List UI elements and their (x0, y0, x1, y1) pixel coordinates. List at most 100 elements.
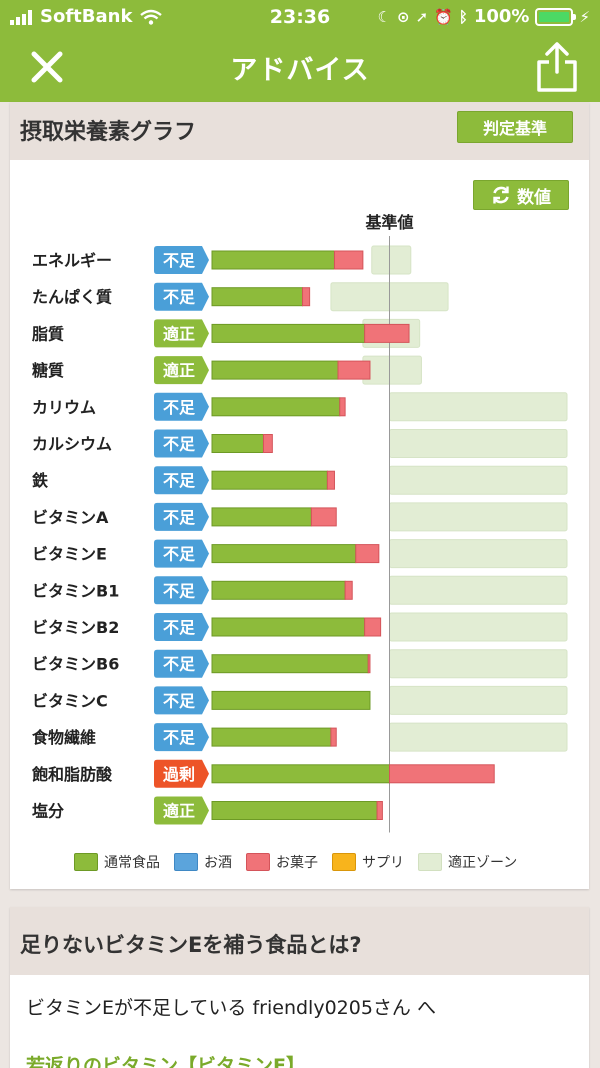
battery-percent: 100% (473, 6, 530, 27)
status-badge (154, 429, 209, 458)
nutrient-label: カリウム (32, 398, 96, 417)
criteria-button[interactable]: 判定基準 (457, 111, 573, 143)
signal-icon (10, 9, 32, 25)
status-badge (154, 649, 209, 678)
bar-segment-normal-food (211, 323, 366, 343)
status-badge (154, 613, 209, 641)
legend-item: 通常食品 (74, 852, 160, 872)
bar-segment-sweets (355, 544, 380, 564)
bar-segment-sweets (364, 617, 382, 637)
nutrient-label: 脂質 (32, 324, 64, 343)
bluetooth-icon: ᛒ (458, 7, 468, 26)
legend-label: 通常食品 (104, 855, 160, 871)
zone-bar (389, 392, 568, 422)
nutrient-label: 食物繊維 (31, 728, 96, 747)
bar-segment-normal-food (211, 360, 339, 380)
legend-label: サプリ (362, 855, 404, 871)
share-button[interactable] (532, 40, 582, 94)
nutrient-label: エネルギー (32, 251, 112, 270)
status-badge (154, 466, 209, 495)
status-badge (154, 723, 209, 752)
zone-bar (389, 429, 568, 458)
zone-bar (362, 355, 422, 385)
battery-icon (535, 7, 577, 26)
legend-item: 適正ゾーン (418, 852, 517, 872)
nutrient-label: ビタミンB6 (32, 655, 119, 674)
legend-label: お菓子 (276, 855, 318, 871)
zone-bar (389, 575, 568, 605)
nutrient-label: たんぱく質 (32, 288, 112, 307)
nutrient-label: カルシウム (32, 435, 112, 454)
close-icon (31, 51, 63, 83)
zone-bar (371, 245, 412, 275)
page-title: アドバイス (230, 55, 370, 86)
food-suggestion-card: 足りないビタミンEを補う食品とは? ビタミンEが不足している friendly0… (10, 907, 589, 1068)
bar-segment-sweets (364, 323, 410, 343)
bar-segment-sweets (376, 801, 383, 820)
food-card-title: 足りないビタミンEを補う食品とは? (20, 933, 362, 957)
status-badge-label: 不足 (163, 471, 196, 490)
values-toggle-button[interactable]: 数値 (473, 180, 569, 210)
legend-item: サプリ (332, 852, 404, 872)
nutrient-label: ビタミンB1 (32, 581, 119, 600)
bar-segment-sweets (367, 654, 371, 674)
status-badge-label: 不足 (163, 398, 196, 417)
bar-segment-normal-food (211, 250, 335, 270)
bar-segment-sweets (389, 764, 495, 784)
nutrient-label: ビタミンC (32, 691, 108, 710)
legend-swatch-alcohol (174, 853, 198, 871)
location-icon: ➚ (415, 7, 429, 26)
bar-segment-normal-food (211, 727, 332, 747)
nutrient-label: 飽和脂肪酸 (31, 765, 113, 784)
bar-segment-sweets (326, 470, 335, 490)
reference-label: 基準値 (364, 213, 413, 232)
status-badge-label: 不足 (163, 508, 196, 527)
refresh-icon (493, 186, 509, 204)
legend-item: お菓子 (246, 852, 318, 872)
nutrient-label: 鉄 (32, 471, 48, 490)
bar-segment-normal-food (211, 434, 264, 453)
zone-bar (389, 649, 568, 679)
zone-bar (389, 539, 568, 569)
status-badge (154, 392, 209, 421)
legend-swatch-supplement (332, 853, 356, 871)
zone-bar (389, 685, 568, 715)
bar-segment-normal-food (211, 397, 341, 417)
bar-segment-sweets (333, 250, 364, 270)
close-button[interactable] (22, 44, 72, 90)
carrier-label: SoftBank (40, 6, 133, 27)
status-badge-label: 適正 (163, 324, 195, 343)
graph-card-title: 摂取栄養素グラフ (20, 120, 197, 145)
bar-segment-normal-food (211, 580, 346, 600)
bar-segment-normal-food (211, 764, 390, 784)
status-time: 23:36 (269, 6, 331, 28)
share-icon (537, 42, 577, 92)
nutrient-label: ビタミンB2 (32, 618, 119, 637)
moon-icon: ☾ (377, 7, 391, 26)
wifi-icon (140, 9, 163, 25)
legend-swatch-sweets (246, 853, 270, 871)
zone-bar (389, 722, 568, 752)
nutrient-graph-card: 摂取栄養素グラフ 判定基準 数値 基準値 エネルギー 不足 たんぱく質 不足 脂質 適正 糖質… (10, 102, 589, 889)
status-badge-label: 過剰 (162, 765, 195, 784)
status-badge (154, 539, 209, 568)
legend-swatch-zone (418, 853, 442, 871)
status-badge (154, 796, 209, 825)
legend-label: 適正ゾーン (448, 855, 518, 871)
status-badge-label: 不足 (163, 251, 196, 270)
status-badge-label: 不足 (163, 618, 196, 637)
article-link[interactable]: 若返りのビタミン【ビタミンE】 (26, 1055, 305, 1068)
zone-bar (389, 612, 568, 642)
status-badge (154, 686, 209, 715)
nutrient-label: 糖質 (32, 361, 64, 380)
bar-segment-normal-food (211, 507, 312, 527)
rotation-lock-icon: ⊙ (396, 7, 410, 26)
bar-segment-normal-food (211, 801, 378, 820)
status-badge-label: 不足 (163, 288, 196, 307)
charging-icon: ⚡ (579, 7, 590, 26)
bar-segment-sweets (302, 287, 311, 307)
food-card-message: ビタミンEが不足している friendly0205さん へ (26, 997, 436, 1019)
status-badge (154, 356, 209, 385)
status-badge (154, 319, 209, 348)
nutrient-label: 塩分 (32, 802, 64, 821)
